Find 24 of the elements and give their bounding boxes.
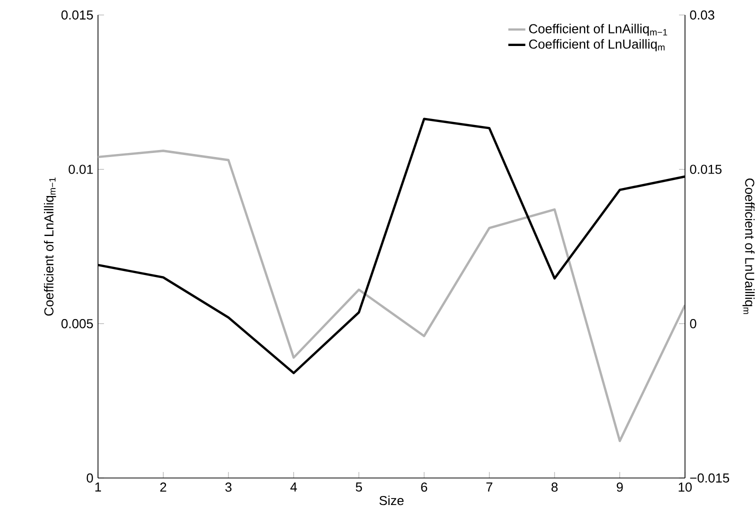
- x-tick-label: 2: [160, 482, 166, 492]
- y-tick-label: 0.015: [61, 10, 93, 20]
- y-axis-title: Coefficient of LnAilliq$_{m−1}$: [44, 178, 56, 316]
- x-tick-label: 9: [616, 482, 623, 492]
- x-tick-label: 6: [421, 482, 428, 492]
- y2-tick-label: −0.015: [690, 473, 730, 483]
- legend-label: Coefficient of LnAilliq$_{m−1}$: [529, 24, 668, 36]
- y-tick-label: 0.005: [61, 319, 93, 328]
- line-series: [98, 150, 686, 442]
- x-axis-title: Size: [379, 496, 404, 506]
- x-tick-label: 4: [290, 482, 297, 492]
- x-tick-label: 5: [356, 482, 362, 492]
- y2-tick-label: 0.03: [690, 10, 714, 20]
- y-tick-label: 0.01: [68, 164, 93, 174]
- x-tick-label: 10: [678, 482, 692, 492]
- x-tick-label: 3: [225, 482, 232, 492]
- y-tick-label: 0: [86, 473, 93, 483]
- legend-label: Coefficient of LnUailliq$_{m}$: [529, 39, 665, 52]
- x-tick-label: 1: [95, 482, 101, 492]
- x-tick-label: 7: [486, 482, 492, 492]
- y2-axis-title: Coefficient of LnUailliq$_{m}$: [742, 178, 755, 314]
- x-tick-label: 8: [552, 482, 558, 492]
- y2-tick-label: 0: [690, 319, 696, 328]
- y2-tick-label: 0.015: [690, 164, 722, 174]
